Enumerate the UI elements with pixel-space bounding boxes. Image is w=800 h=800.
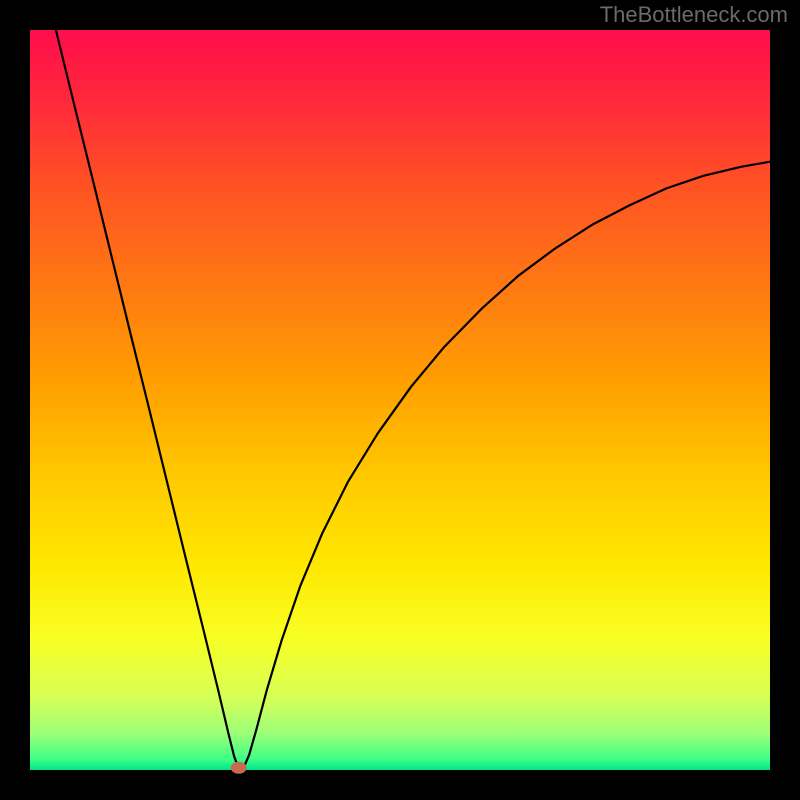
watermark-text: TheBottleneck.com xyxy=(600,2,788,28)
plot-area-background xyxy=(30,30,770,770)
chart-svg xyxy=(0,0,800,800)
chart-container: TheBottleneck.com xyxy=(0,0,800,800)
minimum-marker xyxy=(231,762,247,774)
